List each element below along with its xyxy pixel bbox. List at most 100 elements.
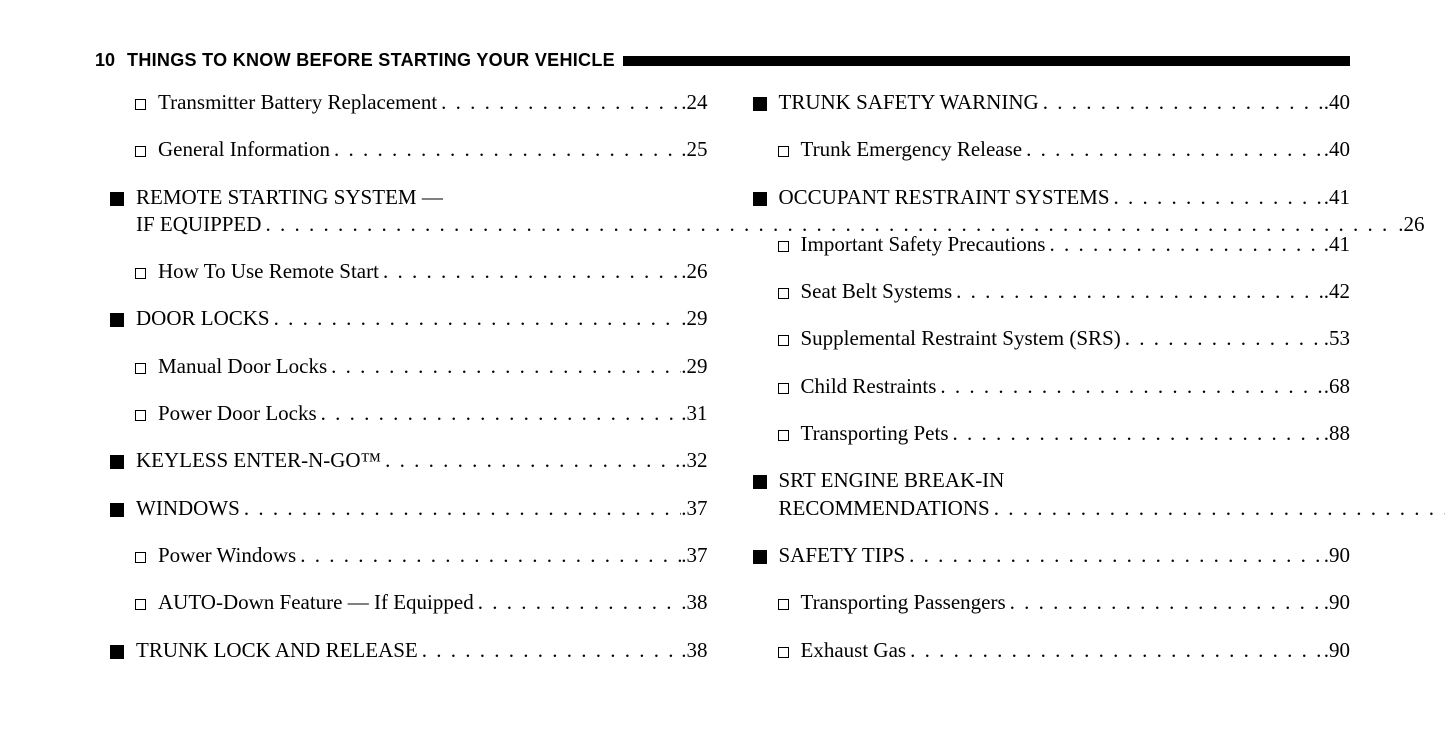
dot-leader: [240, 495, 681, 522]
dot-leader: [906, 637, 1324, 664]
toc-entry: Manual Door Locks .29: [135, 353, 708, 380]
toc-entry-text: Manual Door Locks: [158, 353, 327, 380]
hollow-square-bullet-icon: [135, 410, 146, 421]
toc-entry-text: KEYLESS ENTER-N-GO™: [136, 447, 381, 474]
toc-entry: KEYLESS ENTER-N-GO™ .32: [110, 447, 708, 474]
dot-leader: [381, 447, 681, 474]
toc-entry-page: .90: [1324, 637, 1350, 664]
toc-entry: Child Restraints .68: [778, 373, 1351, 400]
square-bullet-icon: [110, 313, 124, 327]
toc-entry-page: .38: [681, 589, 707, 616]
hollow-square-bullet-icon: [778, 430, 789, 441]
dot-leader: [905, 542, 1324, 569]
dot-leader: [1006, 589, 1324, 616]
toc-entry: General Information.25: [135, 136, 708, 163]
toc-entry-text: SAFETY TIPS: [779, 542, 906, 569]
toc-entry: Transporting Passengers .90: [778, 589, 1351, 616]
toc-entry: Seat Belt Systems .42: [778, 278, 1351, 305]
toc-entry-page: .31: [681, 400, 707, 427]
hollow-square-bullet-icon: [778, 599, 789, 610]
toc-entry-text: AUTO-Down Feature — If Equipped: [158, 589, 474, 616]
toc-entry: OCCUPANT RESTRAINT SYSTEMS.41: [753, 184, 1351, 211]
hollow-square-bullet-icon: [778, 647, 789, 658]
toc-entry: REMOTE STARTING SYSTEM —IF EQUIPPED.26: [110, 184, 708, 239]
toc-entry-text: General Information: [158, 136, 330, 163]
square-bullet-icon: [753, 97, 767, 111]
toc-entry-page: .88: [1324, 420, 1350, 447]
hollow-square-bullet-icon: [135, 599, 146, 610]
dot-leader: [1039, 89, 1324, 116]
hollow-square-bullet-icon: [778, 383, 789, 394]
toc-entry-text: Transporting Pets: [801, 420, 949, 447]
dot-leader: [1110, 184, 1324, 211]
hollow-square-bullet-icon: [778, 241, 789, 252]
toc-left-column: Transmitter Battery Replacement .24 Genera…: [95, 89, 708, 684]
chapter-header: 10 THINGS TO KNOW BEFORE STARTING YOUR V…: [95, 50, 1350, 71]
toc-entry-page: .38: [681, 637, 707, 664]
dot-leader: [1022, 136, 1324, 163]
toc-entry-text: DOOR LOCKS: [136, 305, 270, 332]
toc-entry-page: .41: [1324, 231, 1350, 258]
toc-entry-page: .53: [1324, 325, 1350, 352]
dot-leader: [330, 136, 681, 163]
toc-entry-page: .40: [1324, 136, 1350, 163]
toc-entry-text: WINDOWS: [136, 495, 240, 522]
toc-entry-text: TRUNK LOCK AND RELEASE: [136, 637, 418, 664]
toc-entry-text: TRUNK SAFETY WARNING: [779, 89, 1039, 116]
toc-entry-text: Seat Belt Systems: [801, 278, 953, 305]
header-rule: [623, 56, 1350, 66]
toc-entry-text: RECOMMENDATIONS: [779, 495, 990, 522]
toc-entry: TRUNK SAFETY WARNING.40: [753, 89, 1351, 116]
toc-entry-text: Trunk Emergency Release: [801, 136, 1023, 163]
dot-leader: [270, 305, 682, 332]
toc-entry-text: SRT ENGINE BREAK-IN: [779, 467, 1445, 494]
toc-entry-text: How To Use Remote Start: [158, 258, 379, 285]
toc-entry-page: .26: [1398, 211, 1424, 238]
hollow-square-bullet-icon: [135, 552, 146, 563]
toc-entry-page: .41: [1324, 184, 1350, 211]
toc-entry: SAFETY TIPS.90: [753, 542, 1351, 569]
chapter-title: THINGS TO KNOW BEFORE STARTING YOUR VEHI…: [127, 50, 615, 71]
toc-entry-page: .37: [681, 495, 707, 522]
toc-entry-text: Supplemental Restraint System (SRS): [801, 325, 1121, 352]
dot-leader: [990, 495, 1445, 522]
dot-leader: [437, 89, 681, 116]
dot-leader: [1045, 231, 1323, 258]
toc-entry-text: Exhaust Gas: [801, 637, 907, 664]
toc-entry-page: .90: [1324, 589, 1350, 616]
toc-entry: Power Windows.37: [135, 542, 708, 569]
square-bullet-icon: [753, 550, 767, 564]
toc-entry-text: Transmitter Battery Replacement: [158, 89, 437, 116]
toc-entry: Important Safety Precautions .41: [778, 231, 1351, 258]
toc-entry-page: .32: [681, 447, 707, 474]
hollow-square-bullet-icon: [135, 363, 146, 374]
hollow-square-bullet-icon: [135, 99, 146, 110]
toc-entry-text: Power Door Locks: [158, 400, 317, 427]
dot-leader: [474, 589, 682, 616]
dot-leader: [296, 542, 681, 569]
toc-entry-page: .68: [1324, 373, 1350, 400]
toc-entry-page: .42: [1324, 278, 1350, 305]
toc-entry: Transmitter Battery Replacement .24: [135, 89, 708, 116]
square-bullet-icon: [110, 645, 124, 659]
toc-entry-text: Transporting Passengers: [801, 589, 1006, 616]
hollow-square-bullet-icon: [135, 268, 146, 279]
page-number: 10: [95, 50, 115, 71]
toc-entry-page: .24: [681, 89, 707, 116]
toc-entry: Transporting Pets .88: [778, 420, 1351, 447]
dot-leader: [317, 400, 682, 427]
toc-entry-text: Child Restraints: [801, 373, 937, 400]
hollow-square-bullet-icon: [778, 146, 789, 157]
toc-entry-page: .29: [681, 305, 707, 332]
toc-entry: SRT ENGINE BREAK-INRECOMMENDATIONS.88: [753, 467, 1351, 522]
toc-entry: How To Use Remote Start.26: [135, 258, 708, 285]
toc-entry: Exhaust Gas .90: [778, 637, 1351, 664]
dot-leader: [936, 373, 1323, 400]
dot-leader: [418, 637, 682, 664]
toc-entry-text: Important Safety Precautions: [801, 231, 1046, 258]
hollow-square-bullet-icon: [778, 288, 789, 299]
square-bullet-icon: [753, 192, 767, 206]
dot-leader: [949, 420, 1324, 447]
toc-entry: Power Door Locks .31: [135, 400, 708, 427]
toc-entry-page: .29: [681, 353, 707, 380]
